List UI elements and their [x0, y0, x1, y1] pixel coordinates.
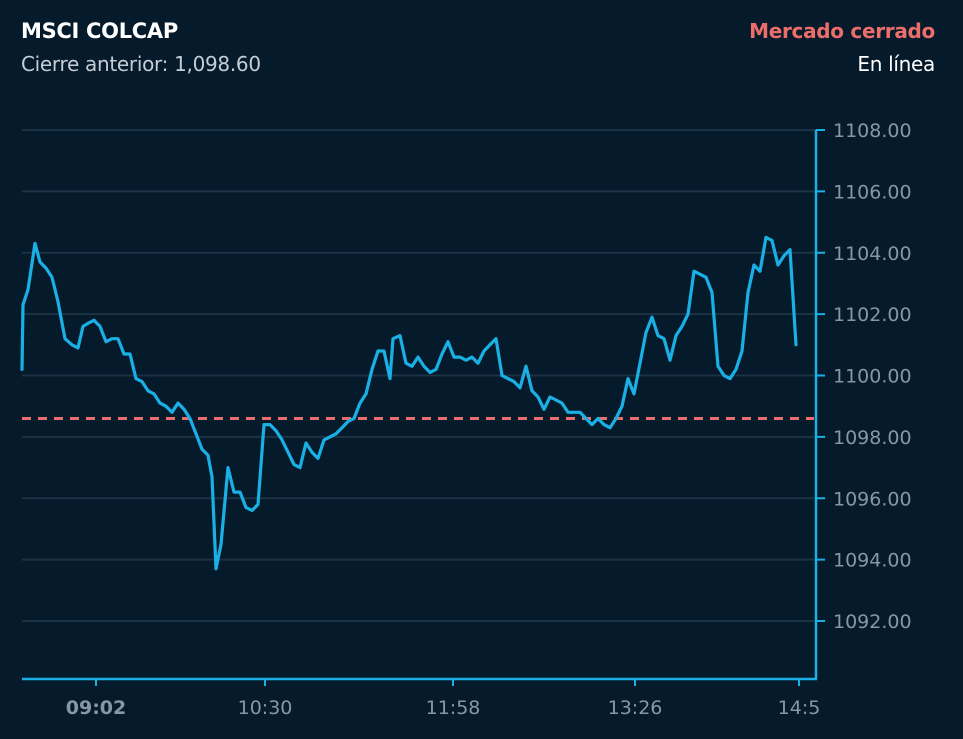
y-tick-label: 1094.00 — [833, 550, 912, 572]
x-tick-label: 10:30 — [238, 697, 293, 719]
y-tick-label: 1106.00 — [833, 181, 912, 203]
connection-status: En línea — [857, 52, 935, 76]
y-tick-label: 1100.00 — [833, 366, 912, 388]
y-tick-label: 1102.00 — [833, 304, 912, 326]
y-tick-label: 1108.00 — [833, 120, 912, 142]
price-line — [20, 235, 798, 571]
x-tick-label: 11:58 — [426, 697, 481, 719]
x-axis-labels: 09:02 10:30 11:58 13:26 14:5 — [66, 697, 821, 719]
index-title: MSCI COLCAP — [21, 19, 178, 43]
chart-gridlines — [22, 129, 816, 622]
chart-axes — [22, 129, 825, 686]
y-tick-label: 1096.00 — [833, 488, 912, 510]
y-tick-label: 1104.00 — [833, 243, 912, 265]
x-tick-label: 09:02 — [66, 697, 126, 719]
y-tick-label: 1092.00 — [833, 611, 912, 633]
y-tick-label: 1098.00 — [833, 427, 912, 449]
market-status-badge: Mercado cerrado — [749, 19, 935, 43]
x-tick-label: 13:26 — [608, 697, 663, 719]
x-tick-label: 14:5 — [778, 697, 821, 719]
y-axis-labels: 1108.00 1106.00 1104.00 1102.00 1100.00 1098.… — [833, 120, 912, 633]
previous-close-label: Cierre anterior: 1,098.60 — [21, 52, 261, 76]
